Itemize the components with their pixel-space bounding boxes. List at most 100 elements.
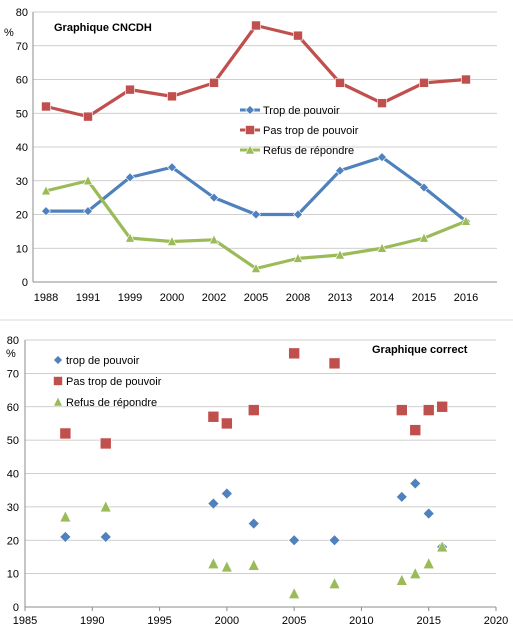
top-y-tick-label: 60 [16, 75, 28, 87]
top-x-tick-label: 1991 [76, 292, 100, 304]
bottom-series-2 [59, 347, 448, 450]
top-series-point [293, 209, 303, 220]
top-series-point [209, 192, 219, 203]
top-series-point [251, 262, 261, 273]
bottom-legend-marker [53, 355, 63, 365]
top-series-point [251, 20, 261, 31]
bottom-x-tick-label: 2010 [349, 615, 373, 627]
bottom-y-tick-label: 50 [7, 435, 19, 447]
top-series-point [461, 74, 471, 85]
top-x-tick-label: 2002 [202, 292, 226, 304]
bottom-x-tick-label: 2005 [282, 615, 306, 627]
top-x-tick-label: 2016 [454, 292, 478, 304]
top-series-point [251, 209, 261, 220]
bottom-series-point [422, 507, 435, 520]
bottom-series-point [247, 404, 260, 416]
top-chart-axes: 0 10 20 30 40 50 60 70 80 1988 1991 1999 2000 2002 200… [16, 7, 497, 304]
bottom-series-point [221, 417, 233, 430]
top-series-point [209, 234, 219, 245]
top-series-point [377, 152, 387, 163]
top-y-tick-label: 10 [16, 243, 28, 255]
bottom-series-point [328, 576, 341, 589]
bottom-legend-label: Refus de répondre [66, 397, 157, 409]
bottom-chart-title: Graphique correct [372, 344, 468, 356]
bottom-series-point [422, 556, 435, 569]
top-chart-title: Graphique CNCDH [54, 22, 152, 34]
scatter-chart-correct: 0 10 20 30 40 50 60 70 80 1985 1990 1995 2000 2005 201… [6, 335, 508, 627]
top-y-tick-label: 20 [16, 210, 28, 222]
bottom-x-tick-label: 2015 [416, 615, 440, 627]
top-series-point [419, 78, 429, 88]
bottom-series-point [409, 477, 422, 490]
bottom-chart-y-axis-unit: % [6, 348, 16, 360]
top-chart-series [41, 20, 471, 273]
top-y-tick-label: 70 [16, 41, 28, 53]
bottom-series-point [59, 530, 72, 543]
bottom-series-point [436, 540, 449, 553]
top-legend-label: Pas trop de pouvoir [263, 125, 359, 137]
top-legend-label: Refus de répondre [263, 145, 354, 157]
top-series-point [335, 165, 345, 176]
bottom-series-3 [59, 500, 449, 599]
top-series-2 [41, 20, 471, 122]
bottom-series-point [409, 566, 422, 579]
top-y-tick-label: 30 [16, 176, 28, 188]
top-series-point [377, 242, 387, 253]
top-x-tick-label: 2015 [412, 292, 436, 304]
top-series-point [209, 78, 219, 88]
bottom-series-point [288, 534, 301, 547]
top-x-tick-label: 2008 [286, 292, 310, 304]
bottom-y-tick-label: 10 [7, 569, 19, 581]
top-x-tick-label: 1988 [34, 292, 58, 304]
bottom-series-point [436, 400, 448, 413]
top-series-point [335, 78, 345, 88]
top-series-3 [41, 175, 471, 273]
top-series-point [125, 232, 135, 243]
top-series-point [83, 206, 93, 217]
top-series-point [167, 235, 177, 246]
bottom-y-tick-label: 30 [7, 502, 19, 514]
top-series-point [167, 91, 177, 102]
bottom-series-point [59, 510, 72, 523]
line-chart-cncdh: 0 10 20 30 40 50 60 70 80 1988 1991 1999 2000 2002 200… [4, 7, 497, 304]
top-series-point [125, 84, 135, 95]
bottom-series-point [220, 560, 233, 573]
bottom-series-point [288, 586, 301, 599]
bottom-series-point [99, 500, 112, 513]
top-x-tick-label: 2013 [328, 292, 352, 304]
top-series-point [41, 185, 51, 196]
top-series-point [83, 111, 93, 122]
bottom-legend-marker [53, 396, 63, 407]
bottom-series-point [220, 487, 233, 500]
bottom-x-tick-label: 2020 [484, 615, 508, 627]
bottom-series-point [207, 556, 220, 569]
bottom-y-tick-label: 20 [7, 535, 19, 547]
bottom-series-point [59, 427, 72, 440]
bottom-series-point [207, 410, 220, 423]
top-y-tick-label: 80 [16, 7, 28, 19]
top-series-point [419, 232, 429, 243]
bottom-series-point [288, 347, 300, 360]
top-series-point [293, 252, 303, 263]
top-chart-y-axis-unit: % [4, 27, 14, 39]
top-y-tick-label: 50 [16, 108, 28, 120]
top-series-point [377, 98, 387, 108]
top-series-point [293, 30, 303, 41]
bottom-series-point [395, 490, 408, 503]
bottom-x-tick-label: 2000 [215, 615, 239, 627]
bottom-y-tick-label: 0 [13, 602, 19, 614]
top-y-tick-label: 40 [16, 142, 28, 154]
top-series-point [167, 162, 177, 173]
top-x-tick-label: 2000 [160, 292, 184, 304]
bottom-series-point [409, 424, 422, 436]
bottom-series-point [328, 534, 341, 547]
bottom-y-tick-label: 70 [7, 368, 19, 380]
top-series-point [419, 182, 429, 193]
top-legend-label: Trop de pouvoir [263, 105, 340, 117]
bottom-series-point [99, 437, 112, 450]
top-series-point [335, 249, 345, 260]
bottom-legend-label: Pas trop de pouvoir [66, 376, 162, 388]
bottom-series-point [422, 404, 435, 416]
bottom-chart-series [59, 347, 449, 599]
